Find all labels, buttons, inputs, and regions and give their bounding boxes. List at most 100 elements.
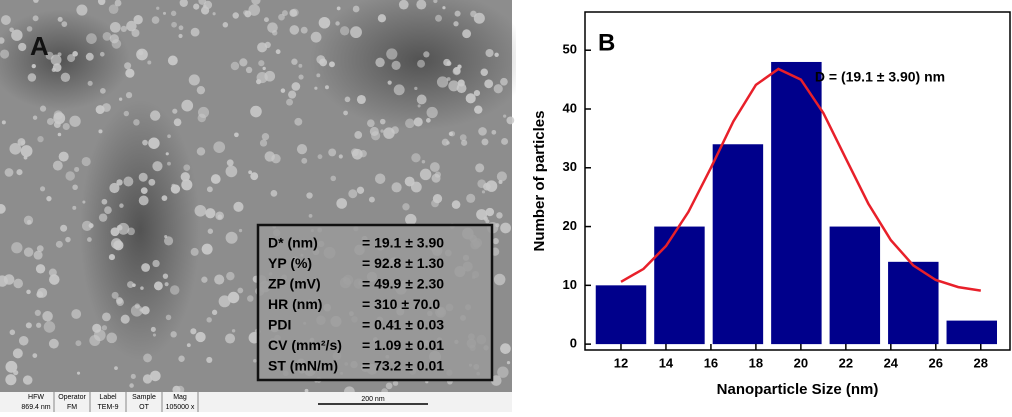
particle: [308, 213, 313, 218]
particle: [296, 144, 308, 155]
particle: [69, 115, 81, 127]
info-value: 105000 x: [166, 404, 195, 411]
particle: [350, 26, 362, 39]
particle: [116, 179, 123, 186]
particle: [354, 131, 363, 139]
particle: [417, 104, 421, 108]
info-name: Operator: [58, 394, 86, 401]
particle: [100, 88, 106, 94]
particle: [405, 118, 415, 129]
particle: [61, 21, 68, 28]
particle: [125, 92, 133, 99]
particle: [413, 117, 423, 127]
particle: [442, 6, 446, 10]
particle: [201, 243, 213, 255]
particle: [206, 356, 213, 363]
particle: [141, 263, 151, 272]
dark-region: [80, 100, 200, 360]
particle: [0, 15, 11, 25]
particle: [453, 21, 459, 27]
particle: [87, 80, 93, 86]
y-tick-label: 0: [570, 336, 577, 351]
particle: [500, 343, 511, 354]
particle: [178, 355, 185, 362]
particle: [163, 236, 174, 246]
x-tick-label: 20: [794, 355, 808, 370]
particle: [336, 6, 341, 11]
particle: [289, 25, 300, 35]
particle: [289, 9, 298, 17]
stats-label: ST (mN/m): [268, 358, 338, 374]
stats-label: HR (nm): [268, 296, 322, 312]
x-tick-label: 22: [839, 355, 853, 370]
particle: [71, 309, 82, 319]
bar: [595, 285, 647, 345]
particle: [123, 110, 130, 117]
info-value: OT: [139, 404, 149, 411]
particle: [170, 331, 177, 338]
particle: [53, 110, 63, 120]
particle: [451, 200, 461, 209]
particle: [156, 6, 160, 10]
particle: [72, 184, 78, 191]
particle: [49, 274, 60, 285]
particle: [114, 366, 118, 371]
particle: [102, 312, 111, 322]
particle: [385, 382, 393, 390]
histogram-panel: 12 14 16 18 20 22 24 26 28 0 10 20 30 40 50 Nanoparticl…: [516, 0, 1012, 412]
particle: [172, 108, 178, 114]
particle: [101, 198, 108, 205]
stats-value: = 19.1 ± 3.90: [362, 235, 444, 251]
particle: [466, 193, 476, 203]
particle: [225, 333, 236, 344]
particle: [343, 110, 348, 116]
particle: [421, 159, 426, 164]
particle: [26, 26, 33, 32]
particle: [9, 142, 22, 155]
particle: [423, 51, 430, 58]
particle: [288, 90, 297, 99]
fit-curve: [620, 67, 981, 292]
y-tick-label: 40: [563, 100, 577, 115]
particle: [492, 238, 499, 245]
particle: [494, 52, 499, 58]
particle: [152, 333, 157, 337]
particle: [170, 184, 181, 194]
info-value: FM: [67, 404, 77, 411]
particle: [264, 70, 276, 82]
particle: [377, 14, 387, 23]
particle: [336, 198, 348, 209]
particle: [97, 0, 106, 6]
particle: [304, 388, 309, 393]
stats-value: = 0.41 ± 0.03: [362, 317, 444, 333]
particle: [328, 148, 337, 157]
particle: [426, 106, 438, 119]
particle: [37, 136, 44, 143]
particle: [301, 157, 308, 164]
particle: [197, 113, 207, 123]
particle: [50, 54, 62, 66]
particle: [72, 51, 78, 57]
particle: [201, 6, 210, 15]
particle: [465, 93, 476, 104]
particle: [314, 86, 318, 90]
particle: [113, 240, 124, 251]
particle: [190, 247, 199, 256]
particle: [316, 55, 326, 64]
particle: [259, 139, 268, 147]
particle: [393, 84, 405, 96]
particle: [27, 73, 37, 82]
particle: [181, 179, 193, 191]
particle: [55, 240, 63, 248]
particle: [457, 64, 462, 69]
particle: [348, 189, 358, 199]
particle: [20, 145, 33, 157]
particle: [506, 361, 511, 365]
particle: [496, 212, 503, 219]
particle: [380, 129, 384, 133]
particle: [402, 203, 410, 211]
particle: [496, 171, 507, 182]
particle: [52, 160, 63, 171]
particle: [239, 58, 248, 67]
particle: [387, 80, 392, 85]
